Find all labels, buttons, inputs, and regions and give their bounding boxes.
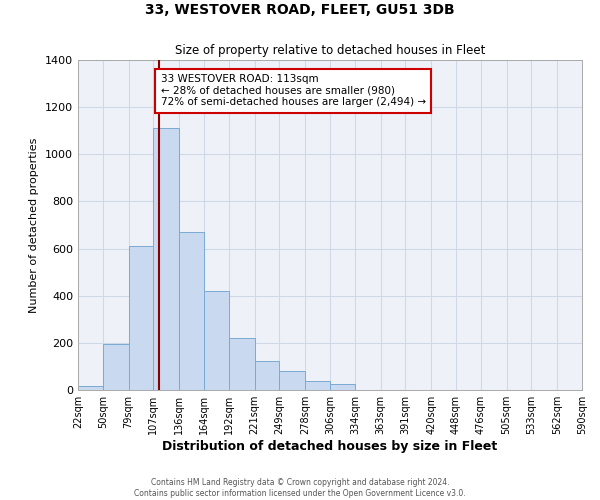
- Bar: [128, 246, 154, 390]
- Text: 33 WESTOVER ROAD: 113sqm
← 28% of detached houses are smaller (980)
72% of semi-: 33 WESTOVER ROAD: 113sqm ← 28% of detach…: [161, 74, 425, 108]
- Bar: [305, 381, 330, 390]
- Bar: [330, 384, 355, 390]
- Text: Contains HM Land Registry data © Crown copyright and database right 2024.
Contai: Contains HM Land Registry data © Crown c…: [134, 478, 466, 498]
- Bar: [280, 371, 305, 390]
- Text: 33, WESTOVER ROAD, FLEET, GU51 3DB: 33, WESTOVER ROAD, FLEET, GU51 3DB: [145, 2, 455, 16]
- Bar: [154, 128, 179, 390]
- Y-axis label: Number of detached properties: Number of detached properties: [29, 138, 40, 312]
- Bar: [229, 338, 254, 390]
- Bar: [103, 344, 128, 390]
- X-axis label: Distribution of detached houses by size in Fleet: Distribution of detached houses by size …: [163, 440, 497, 453]
- Bar: [78, 386, 103, 390]
- Bar: [254, 360, 280, 390]
- Title: Size of property relative to detached houses in Fleet: Size of property relative to detached ho…: [175, 44, 485, 58]
- Bar: [179, 232, 204, 390]
- Bar: [204, 291, 229, 390]
